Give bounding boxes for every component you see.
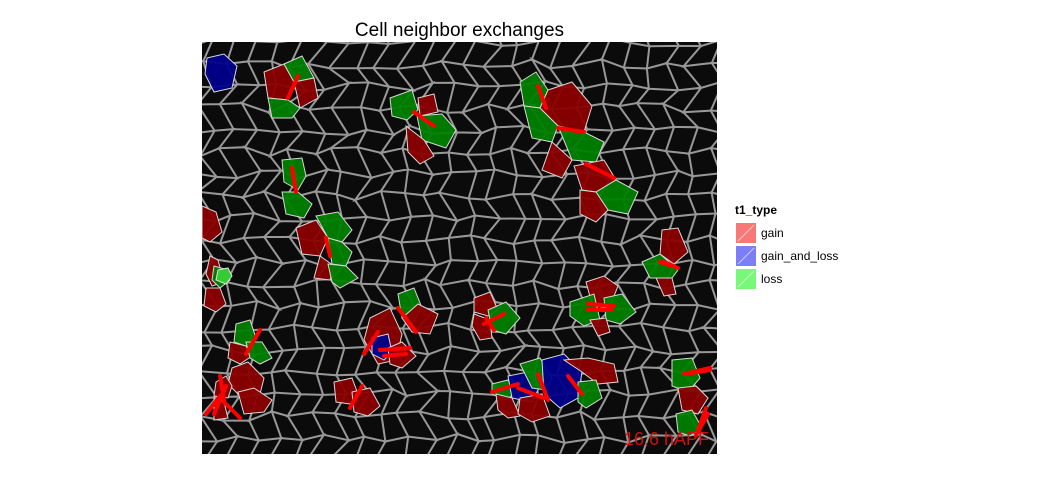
cell-gain-61 [677,385,709,415]
cell-gain-30 [655,277,677,297]
t1-junction-line-8 [658,260,674,268]
legend: t1_type gain gain_and_loss loss [735,203,838,290]
cell-gain-20 [295,219,329,257]
legend-key-gain [735,221,757,244]
cell-gain-56 [562,357,619,385]
t1-junction-line-19 [218,374,226,402]
t1-junction-line-14 [362,330,380,356]
cell-loss-4 [267,97,301,119]
t1-junction-line-0 [286,74,300,100]
legend-item-gain: gain [735,221,838,244]
t1-junction-line-3 [556,126,586,134]
legend-key-gain-and-loss [735,244,757,267]
cell-overlay [202,42,717,454]
t1-junction-line-16 [382,352,408,358]
t1-junction-line-17 [244,328,262,356]
t1-junction-line-24 [516,386,546,400]
cell-loss-11 [523,105,559,143]
cell-gain-16 [579,189,609,223]
cell-gain-48 [237,387,273,415]
t1-junction-line-4 [584,162,616,180]
t1-junction-line-5 [290,166,298,194]
t1-junction-line-13 [396,306,418,334]
t1-junctions [204,74,712,438]
legend-key-loss [735,267,757,290]
cell-gain-6 [417,93,439,117]
t1-junction-line-22 [348,384,364,410]
t1-junction-line-28 [684,368,712,376]
plot-title: Cell neighbor exchanges [354,20,565,41]
t1-junction-line-12 [484,316,496,332]
t1-junction-line-6 [324,236,332,258]
legend-label-gain-and-loss: gain_and_loss [761,248,839,263]
cell-loss-22 [327,237,353,267]
cell-gain-13 [541,141,573,179]
timestamp-label: 16.6 hAPF [623,429,709,449]
microscopy-image: 16.6 hAPF [202,42,717,454]
cell-gain-42 [589,317,611,337]
legend-label-loss: loss [761,271,783,286]
t1-junction-line-26 [566,374,584,396]
cell-gain-58 [495,393,521,419]
t1-junction-line-2 [536,84,548,110]
cell-loss-5 [389,89,419,121]
cell-gain-8 [405,124,435,165]
cell-loss-41 [603,293,637,325]
cell-gain-3 [293,77,319,109]
cell-loss-29 [641,253,679,279]
cell-loss-bright [215,267,233,285]
cell-gain-27 [203,287,227,313]
cell-gain-and-loss-0 [204,53,238,93]
cell-loss-45 [245,341,273,365]
t1-junction-line-25 [536,372,550,402]
cell-loss-57 [577,379,603,409]
cell-gain-44 [227,341,253,365]
t1-junction-line-1 [412,110,436,128]
t1-junction-line-9 [586,302,616,308]
cell-gain-28 [659,227,689,265]
cell-loss-24 [327,263,359,289]
legend-item-gain-and-loss: gain_and_loss [735,244,838,267]
cell-gain-19 [202,205,223,243]
t1-junction-line-23 [490,382,520,394]
cell-loss-21 [315,211,353,243]
legend-title: t1_type [735,203,778,217]
t1-junction-line-15 [378,346,412,352]
cell-gain-23 [313,255,335,281]
t1-junction-line-20 [204,394,222,416]
t1-junction-line-30 [696,412,710,434]
legend-label-gain: gain [761,225,784,240]
t1-junction-line-21 [222,400,242,420]
legend-item-loss: loss [735,267,838,290]
